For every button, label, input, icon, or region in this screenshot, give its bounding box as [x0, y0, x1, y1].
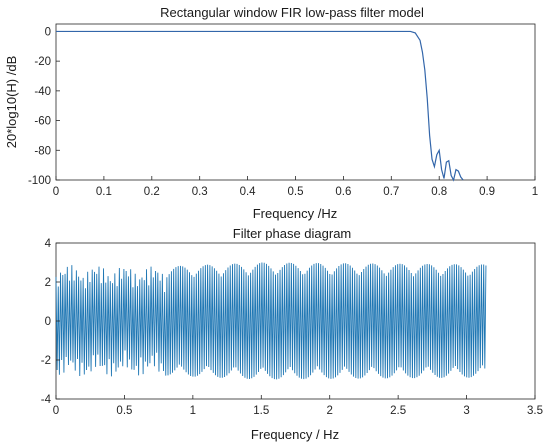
magnitude-y-label: 20*log10(H) /dB [4, 56, 19, 149]
magnitude-y-tick-label: -40 [34, 86, 51, 98]
magnitude-axis-ticks: 0 0.1 0.2 0.3 0.4 0.5 0.6 0.7 0.8 0.9 1 0 -20 -40 -60 -… [28, 26, 538, 198]
magnitude-y-tick-label: -100 [28, 175, 51, 187]
phase-y-tick-label: 0 [45, 316, 51, 328]
phase-y-tick-label: 2 [45, 277, 51, 289]
phase-x-tick-label: 2.5 [390, 405, 406, 417]
magnitude-x-tick-label: 0.4 [240, 186, 257, 198]
phase-x-tick-label: 1.5 [253, 405, 269, 417]
magnitude-plot-area [55, 23, 536, 181]
phase-axis-ticks: 0 0.5 1 1.5 2 2.5 3 3.5 4 2 0 -2 -4 [41, 238, 543, 417]
phase-line [55, 262, 487, 380]
phase-y-tick-label: -2 [41, 355, 51, 367]
magnitude-y-tick-label: -60 [34, 116, 51, 128]
phase-x-tick-label: 3 [463, 405, 469, 417]
magnitude-chart: Rectangular window FIR low-pass filter m… [4, 5, 538, 221]
magnitude-x-tick-label: 0.5 [288, 186, 304, 198]
phase-x-tick-label: 0 [53, 405, 59, 417]
magnitude-x-label: Frequency /Hz [253, 206, 338, 221]
phase-chart-title: Filter phase diagram [233, 226, 352, 241]
magnitude-series [56, 30, 464, 182]
magnitude-x-tick-label: 0.6 [335, 186, 351, 198]
magnitude-x-tick-label: 0.8 [431, 186, 447, 198]
magnitude-x-tick-label: 0.3 [192, 186, 208, 198]
magnitude-x-tick-label: 0 [53, 186, 59, 198]
magnitude-y-tick-label: -80 [34, 145, 51, 157]
magnitude-x-tick-label: 0.7 [383, 186, 399, 198]
magnitude-y-tick-label: -20 [34, 56, 51, 68]
phase-series [55, 262, 487, 380]
phase-x-tick-label: 2 [327, 405, 333, 417]
phase-y-tick-label: -4 [41, 394, 52, 406]
magnitude-x-tick-label: 0.2 [144, 186, 160, 198]
phase-chart: Filter phase diagram 0 0.5 1 1.5 2 2.5 3 3.5420… [41, 226, 543, 442]
magnitude-y-tick-label: 0 [45, 26, 51, 38]
magnitude-x-tick-label: 0.9 [479, 186, 495, 198]
phase-y-tick-label: 4 [45, 238, 52, 250]
phase-x-tick-label: 0.5 [116, 405, 132, 417]
magnitude-response-line [56, 30, 464, 182]
phase-x-tick-label: 3.5 [527, 405, 543, 417]
magnitude-chart-title: Rectangular window FIR low-pass filter m… [160, 5, 424, 20]
phase-x-tick-label: 1 [190, 405, 196, 417]
magnitude-x-tick-label: 1 [532, 186, 538, 198]
magnitude-x-tick-label: 0.1 [96, 186, 112, 198]
phase-x-label: Frequency / Hz [251, 427, 339, 442]
